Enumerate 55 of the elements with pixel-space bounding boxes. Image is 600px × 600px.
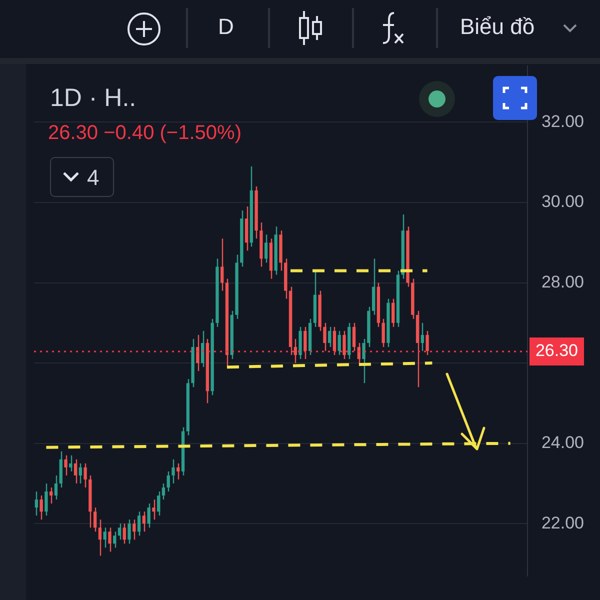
y-tick-label: 28.00 <box>541 272 584 292</box>
candlestick <box>152 498 156 520</box>
candlestick <box>382 318 385 348</box>
candlestick <box>84 462 87 488</box>
candlestick <box>342 330 346 360</box>
candlestick <box>50 486 53 504</box>
candlestick <box>196 334 200 372</box>
candlestick <box>420 322 424 352</box>
candlestick <box>137 510 141 536</box>
candlestick <box>294 338 297 364</box>
candlestick <box>113 531 116 548</box>
candlestick <box>264 234 268 264</box>
candlestick <box>304 326 307 360</box>
candlestick <box>426 330 429 356</box>
annotation: 4 <box>87 165 100 191</box>
y-tick-label: 32.00 <box>541 112 584 131</box>
candlestick <box>118 523 122 540</box>
candlestick <box>93 506 97 532</box>
candlestick <box>172 458 175 484</box>
candlestick <box>338 330 341 356</box>
candlestick <box>332 326 336 356</box>
candlestick <box>108 527 112 552</box>
candlestick <box>122 523 126 544</box>
candlestick <box>74 458 78 484</box>
candlestick <box>128 519 131 544</box>
text: 1D · H.. <box>50 84 136 113</box>
candlestick <box>176 462 180 480</box>
y-tick-label: 30.00 <box>541 192 584 212</box>
candlestick <box>132 519 136 540</box>
annotation: 26.30 −0.40 (−1.50%) <box>48 122 242 145</box>
candlestick <box>69 454 72 472</box>
candlestick <box>328 326 332 348</box>
candlestick <box>147 502 150 528</box>
candlestick <box>362 338 366 384</box>
candlestick <box>162 482 166 500</box>
candlestick <box>34 490 38 516</box>
candlestick <box>142 510 146 532</box>
text: Biểu đồ <box>460 14 535 40</box>
candlestick <box>392 298 395 328</box>
text: D <box>218 14 234 40</box>
candlestick <box>323 322 326 352</box>
candlestick <box>54 474 58 500</box>
candlestick <box>352 322 356 352</box>
candlestick <box>40 494 43 520</box>
candlestick <box>157 490 160 516</box>
y-tick-label: 22.00 <box>541 513 584 532</box>
ref-line-label: 26.30 <box>535 341 578 360</box>
candlestick <box>220 238 224 292</box>
candlestick <box>103 527 106 548</box>
candlestick <box>78 462 82 484</box>
candlestick <box>166 470 170 492</box>
candlestick <box>64 454 68 476</box>
candlestick <box>44 482 48 516</box>
candlestick <box>98 519 102 556</box>
y-tick-label: 24.00 <box>541 433 584 452</box>
